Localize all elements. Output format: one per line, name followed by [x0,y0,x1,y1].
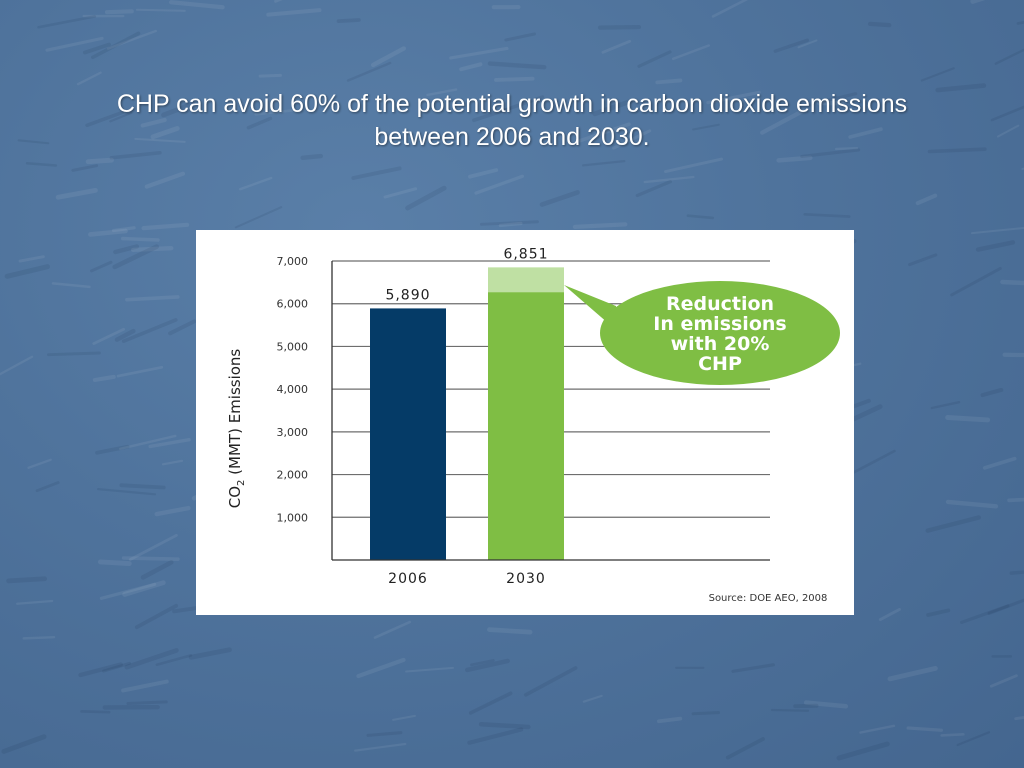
y-tick-label: 2,000 [277,469,309,482]
y-tick-label: 4,000 [277,383,309,396]
slide-title-line-2: between 2006 and 2030. [374,123,650,151]
callout-bubble [600,281,840,385]
value-label: 6,851 [503,246,548,262]
x-tick-label: 2030 [506,571,546,587]
y-axis-title-rest: (MMT) Emissions [226,349,244,480]
slide-title: CHP can avoid 60% of the potential growt… [40,88,984,154]
y-tick-label: 6,000 [277,298,309,311]
chart-panel: 1,000 2,000 3,000 4,000 5,000 6,000 7,000 2006… [196,230,854,615]
bar-2030 [488,292,564,560]
value-label: 5,890 [385,287,430,303]
source-note: Source: DOE AEO, 2008 [709,593,828,604]
bars [370,267,564,560]
callout-line-4: CHP [698,353,742,375]
y-axis-title-subscript: 2 [236,480,247,486]
callout-pointer [564,285,616,330]
y-tick-label: 7,000 [277,255,309,268]
bar-2030-reduction-segment [488,267,564,293]
y-tick-label: 3,000 [277,426,309,439]
callout-line-1: Reduction [666,293,774,315]
bar-2006 [370,308,446,560]
callout-line-3: with 20% [671,333,770,355]
slide-title-line-1: CHP can avoid 60% of the potential growt… [116,90,908,118]
y-axis-title: CO2 (MMT) Emissions [226,349,247,509]
reduction-callout: Reduction In emissions with 20% CHP [564,281,840,385]
x-tick-labels: 2006 2030 [388,571,546,587]
y-tick-labels: 1,000 2,000 3,000 4,000 5,000 6,000 7,000 [277,255,309,524]
value-labels: 5,890 6,851 [385,246,548,303]
y-tick-label: 5,000 [277,340,309,353]
y-axis-title-co: CO [226,486,244,508]
bar-chart: 1,000 2,000 3,000 4,000 5,000 6,000 7,000 2006… [226,246,840,604]
callout-line-2: In emissions [653,313,786,335]
y-tick-label: 1,000 [277,511,309,524]
x-tick-label: 2006 [388,571,428,587]
